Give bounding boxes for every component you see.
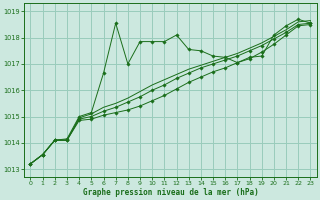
X-axis label: Graphe pression niveau de la mer (hPa): Graphe pression niveau de la mer (hPa) — [83, 188, 258, 197]
